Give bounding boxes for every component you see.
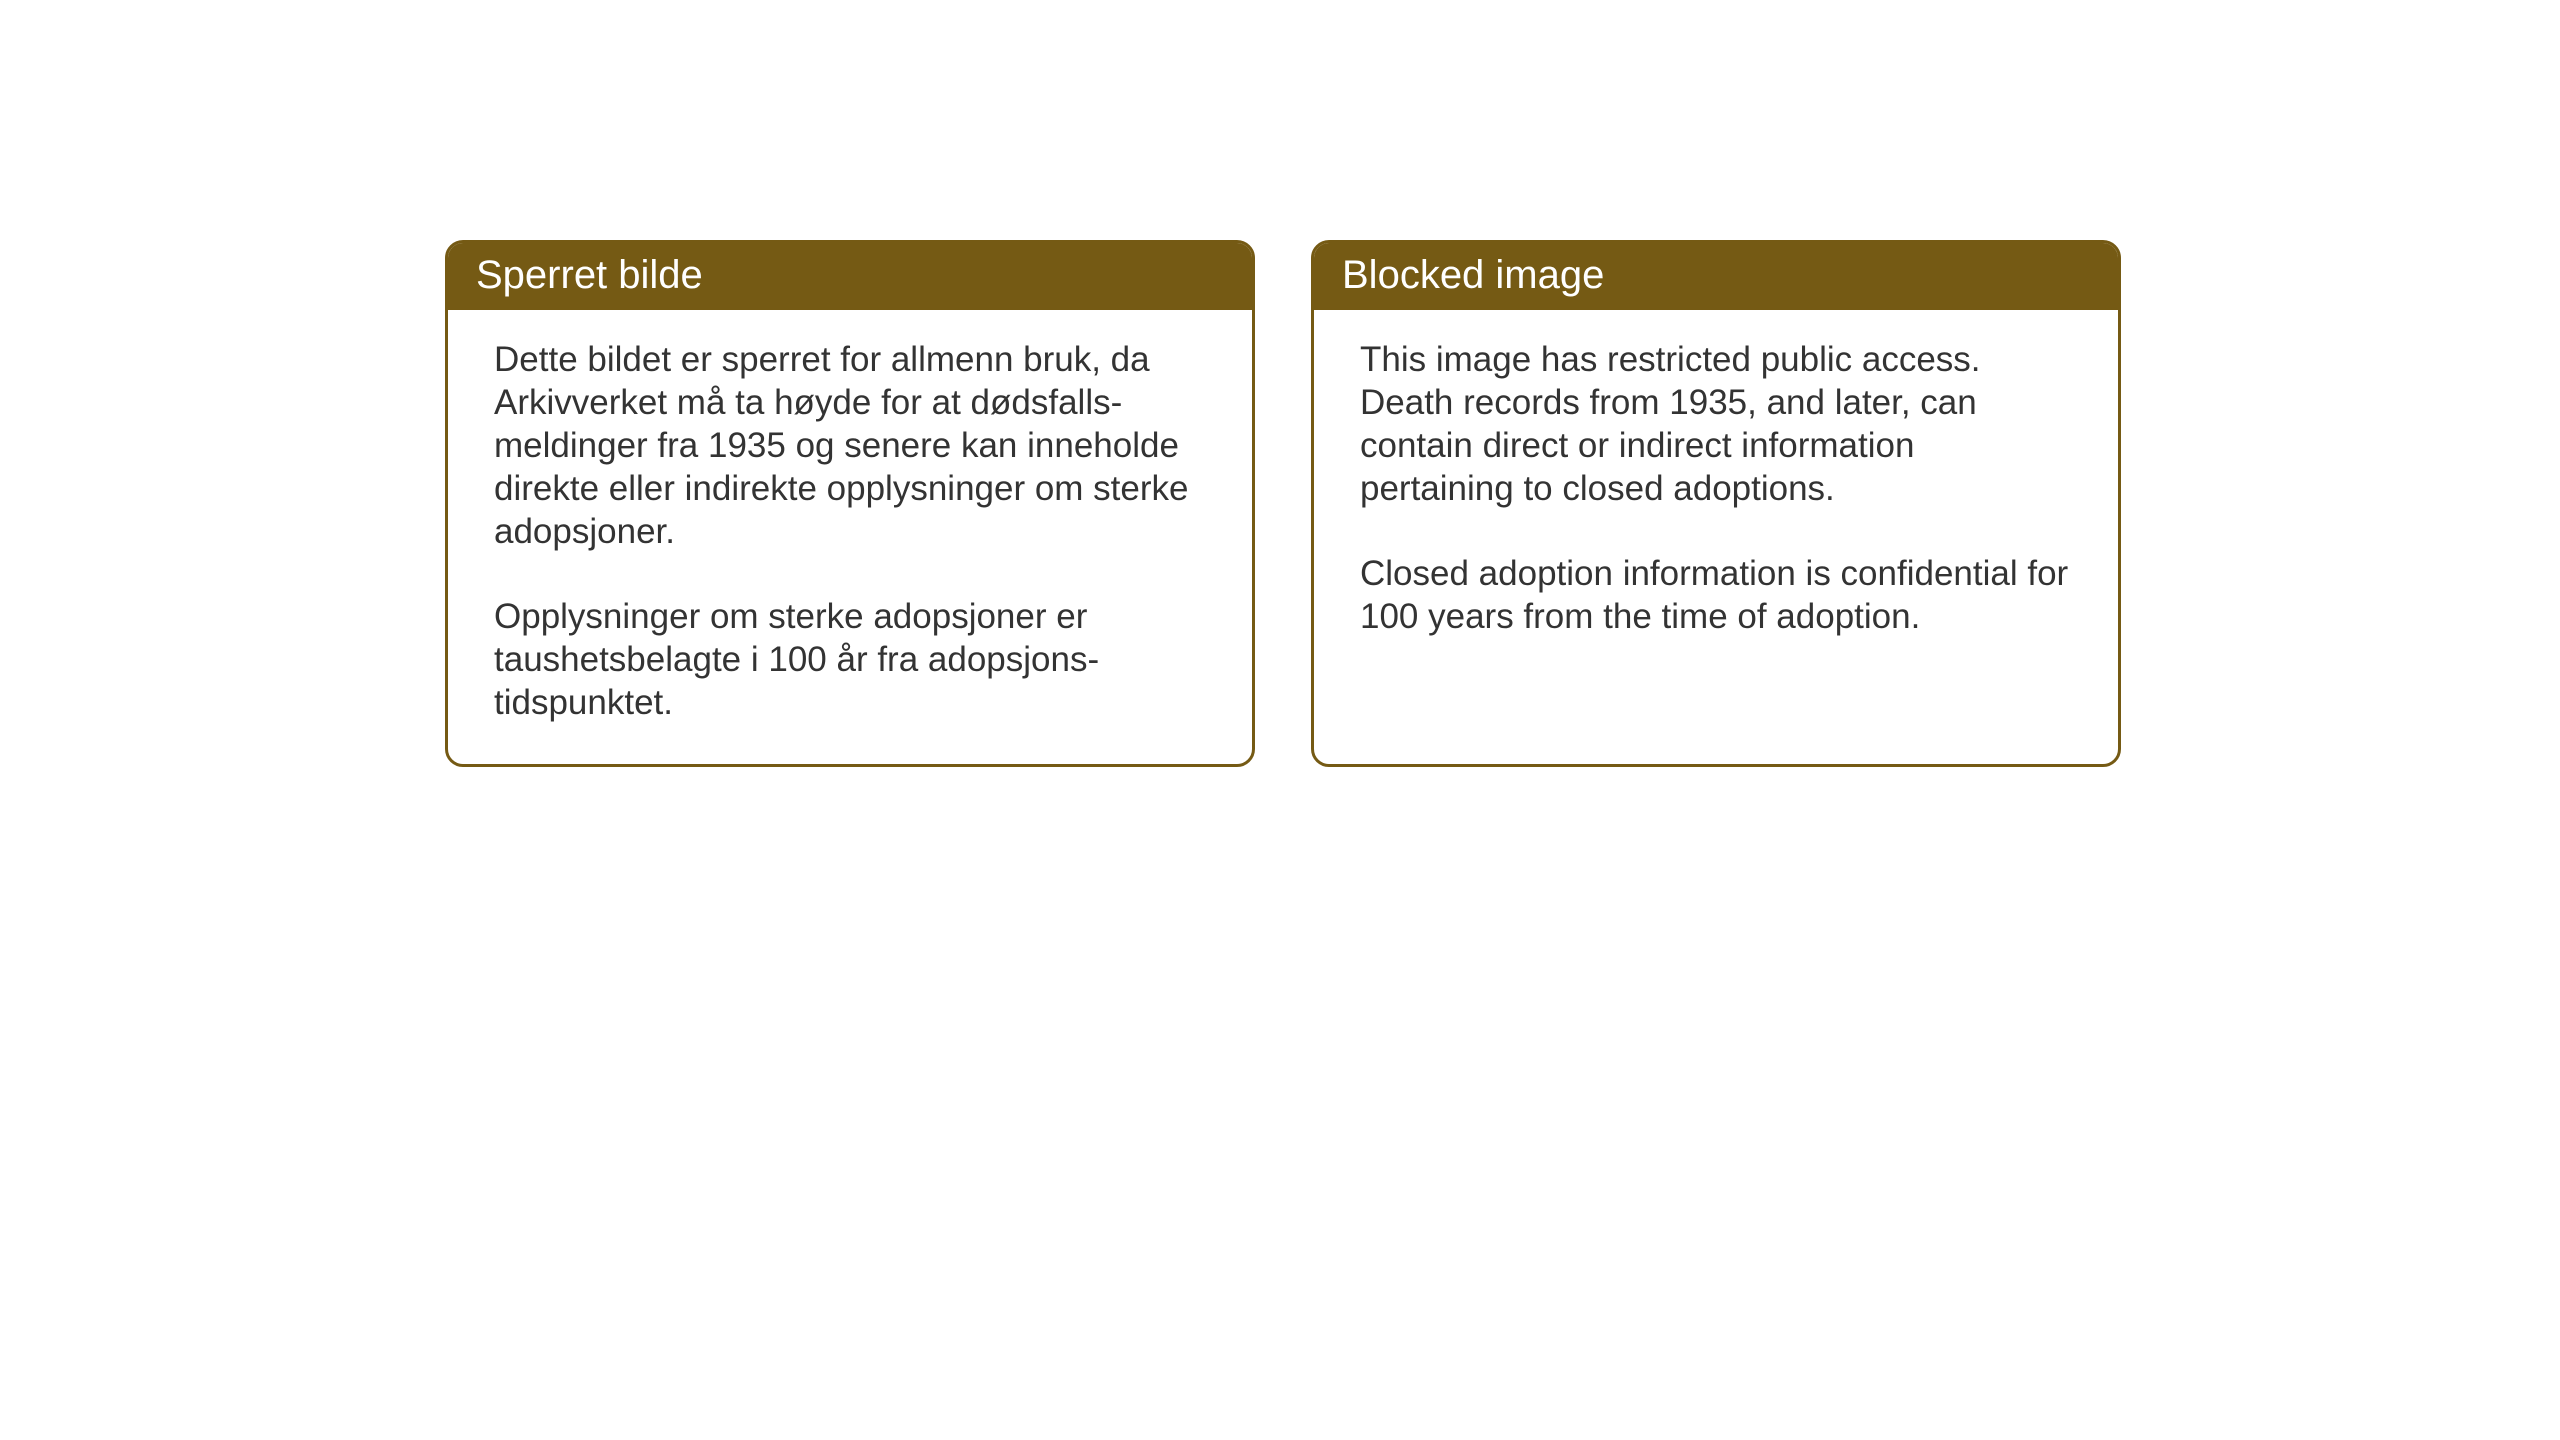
notice-body-english: This image has restricted public access.… (1314, 310, 2118, 678)
notice-paragraph-2-norwegian: Opplysninger om sterke adopsjoner er tau… (494, 595, 1206, 724)
notice-header-english: Blocked image (1314, 243, 2118, 310)
notice-body-norwegian: Dette bildet er sperret for allmenn bruk… (448, 310, 1252, 764)
notice-paragraph-1-norwegian: Dette bildet er sperret for allmenn bruk… (494, 338, 1206, 553)
notice-header-norwegian: Sperret bilde (448, 243, 1252, 310)
notice-paragraph-2-english: Closed adoption information is confident… (1360, 552, 2072, 638)
notice-box-norwegian: Sperret bilde Dette bildet er sperret fo… (445, 240, 1255, 767)
notices-container: Sperret bilde Dette bildet er sperret fo… (445, 240, 2121, 767)
notice-box-english: Blocked image This image has restricted … (1311, 240, 2121, 767)
notice-paragraph-1-english: This image has restricted public access.… (1360, 338, 2072, 510)
